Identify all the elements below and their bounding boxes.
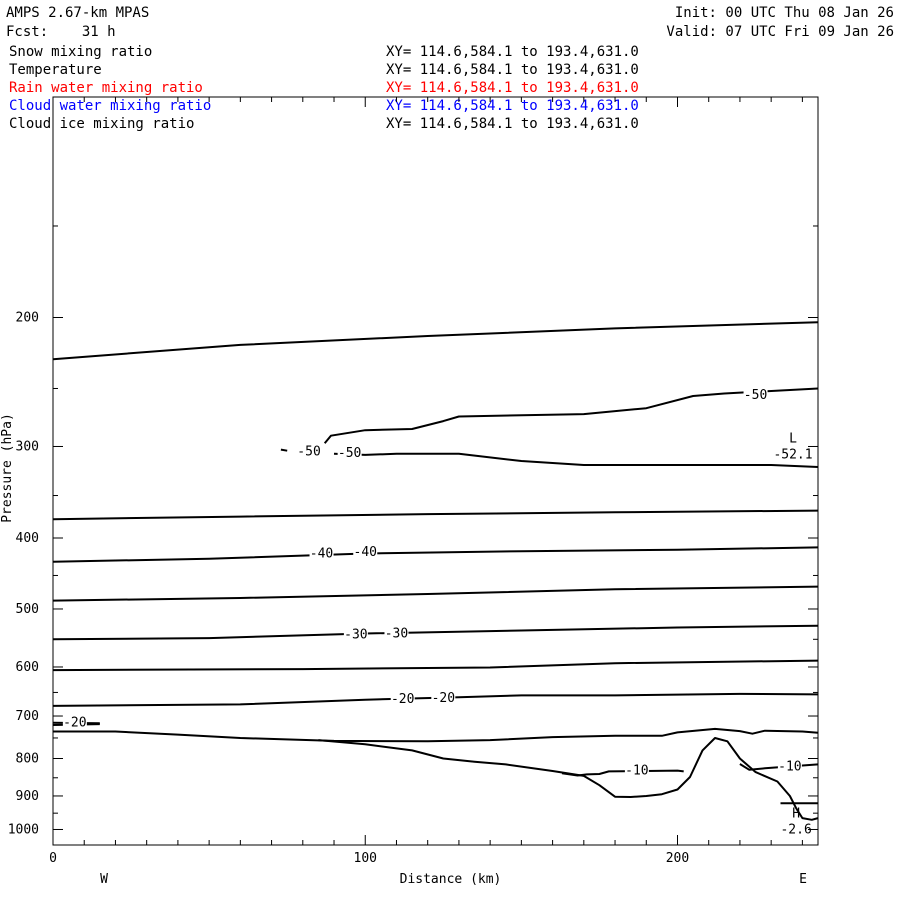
isotherm-line [52,546,819,563]
isotherm-line [52,692,819,707]
isotherm-line [323,387,819,444]
y-tick-label: 500 [16,602,39,617]
y-tick-label: 600 [16,660,39,675]
contour-label: -10 [778,759,801,774]
extremum-marker: H [792,806,800,821]
axis-ticks: 200 300 400 500 600 700 800 900 1000 0 100 200 [8,96,818,866]
contour-label-bg [337,444,362,459]
contour-label-bg [777,758,802,773]
field-name: Temperature [9,62,102,78]
y-tick-label: 900 [16,789,39,804]
contour-label: -50 [744,388,767,403]
init-time: Init: 00 UTC Thu 08 Jan 26 [674,5,894,21]
contour-label-bg [353,543,378,558]
field-name: Cloud ice mixing ratio [9,116,195,132]
forecast-hour: Fcst: 31 h [6,24,116,40]
contour-label-bg [390,691,415,706]
y-tick-label: 700 [16,709,39,724]
isotherm-line [561,769,684,777]
plot-frame [52,96,819,846]
contour-label-bg [309,545,334,560]
isotherm-line [53,727,819,743]
contour-label: -20 [63,715,86,730]
y-tick-label: 1000 [8,822,39,837]
isotherm-line [280,448,288,452]
field-name: Cloud water mixing ratio [9,98,212,114]
x-tick-label: 0 [49,851,57,866]
y-axis-title: Pressure (hPa) [0,413,15,523]
x-axis-title: Distance (km) [400,872,502,887]
field-xy: XY= 114.6,584.1 to 193.4,631.0 [386,116,639,132]
y-tick-label: 800 [16,751,39,766]
isotherm-line [52,659,819,672]
contour-label-bg [384,625,409,640]
contour-label-bg [62,714,87,729]
x-tick-label: 200 [666,851,689,866]
contour-label: -20 [391,692,414,707]
extremum-value: -2.6 [780,822,811,837]
contour-label-bg [297,443,322,458]
contour-label: -20 [432,691,455,706]
isotherm-line [52,321,819,361]
contour-label-bg [431,689,456,704]
model-title: AMPS 2.67-km MPAS [6,5,150,21]
field-xy: XY= 114.6,584.1 to 193.4,631.0 [386,44,639,60]
y-tick-label: 300 [16,439,39,454]
field-name: Snow mixing ratio [9,44,153,60]
field-xy: XY= 114.6,584.1 to 193.4,631.0 [386,62,639,78]
contour-label: -30 [344,628,367,643]
east-label: E [799,872,807,887]
contour-label-bg [343,626,368,641]
contour-label: -40 [354,545,377,560]
contour-label: -50 [338,446,361,461]
contour-label: -10 [625,764,648,779]
isotherm-line [52,585,819,602]
y-tick-label: 400 [16,531,39,546]
contour-label: -40 [310,547,333,562]
west-label: W [100,872,108,887]
contour-label: -50 [297,445,320,460]
contour-label-bg [743,386,768,401]
field-xy: XY= 114.6,584.1 to 193.4,631.0 [386,98,639,114]
field-xy: XY= 114.6,584.1 to 193.4,631.0 [386,80,639,96]
extremum-marker: L [789,431,797,446]
isotherm-line [52,624,819,641]
isotherm-line [333,452,819,468]
valid-time: Valid: 07 UTC Fri 09 Jan 26 [666,24,894,40]
contour-lines [52,321,819,821]
y-tick-label: 200 [16,310,39,325]
contour-labels: -50 -50 -50 -40 -40 -30 -30 -20 -20 -20 -10 -10 L-52… [62,386,813,837]
isotherm-line [52,509,819,521]
field-name: Rain water mixing ratio [9,80,203,96]
extremum-value: -52.1 [773,447,812,462]
x-tick-label: 100 [354,851,377,866]
contour-label-bg [624,762,649,777]
contour-label: -30 [385,626,408,641]
terrain-line [318,737,819,821]
